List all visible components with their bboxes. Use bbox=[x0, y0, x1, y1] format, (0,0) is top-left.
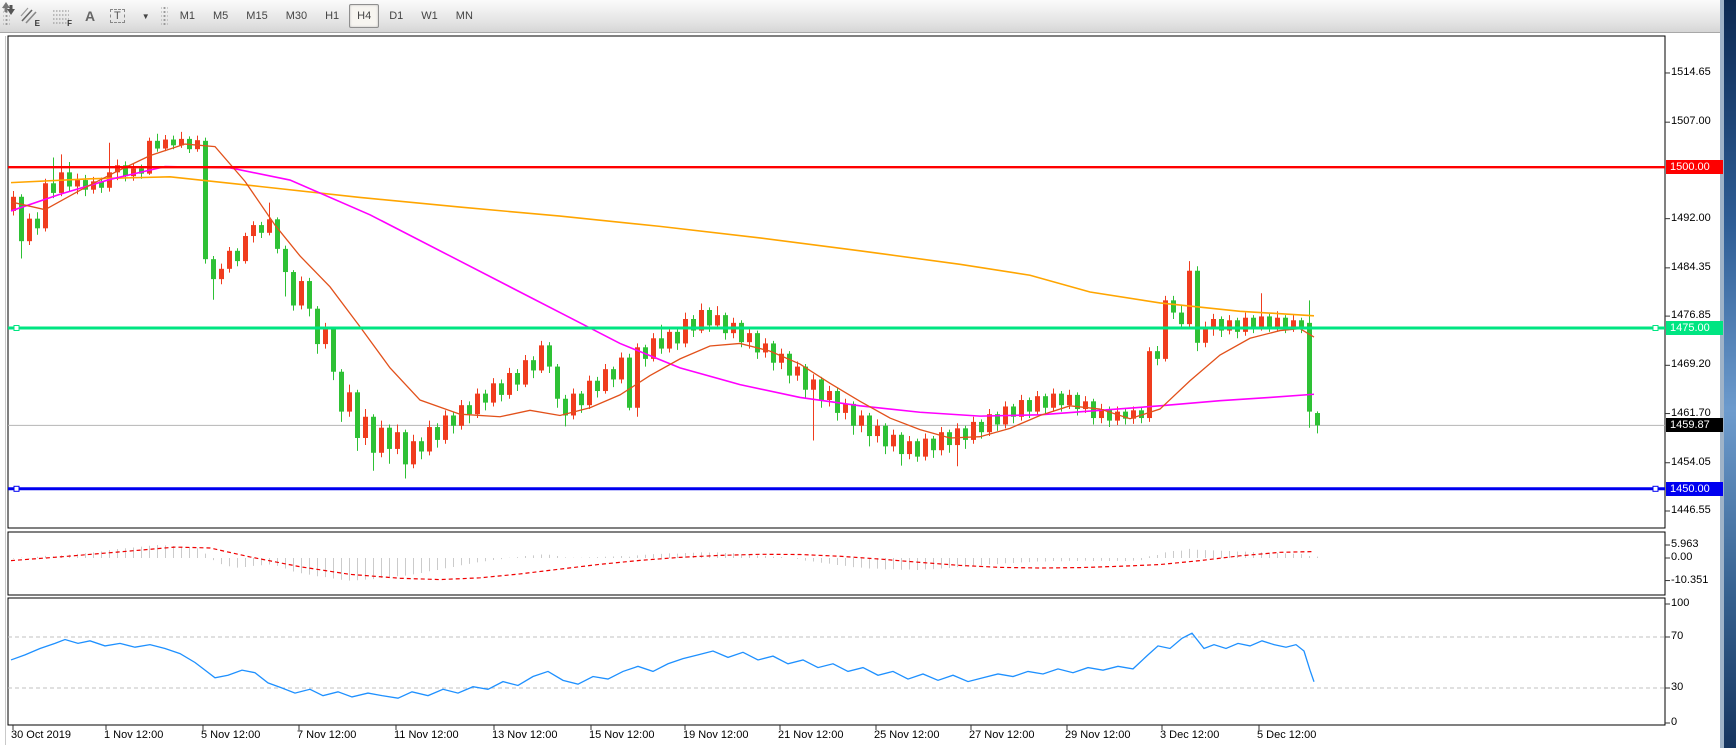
level-price-chip: 1450.00 bbox=[1666, 481, 1723, 496]
rsi-tick: 100 bbox=[1671, 597, 1690, 609]
line-studies-icon[interactable]: E bbox=[14, 4, 44, 28]
time-tick: 13 Nov 12:00 bbox=[492, 729, 558, 741]
macd-panel[interactable] bbox=[7, 531, 1666, 596]
timeframe-button-H1[interactable]: H1 bbox=[325, 10, 340, 22]
toolbar: E F A T ▼ bbox=[0, 0, 1720, 33]
timeframe-button-M1[interactable]: M1 bbox=[179, 10, 196, 22]
rsi-tick: 30 bbox=[1671, 681, 1684, 693]
time-tick: 5 Nov 12:00 bbox=[201, 729, 261, 741]
line-handle[interactable] bbox=[1652, 485, 1659, 492]
time-tick: 3 Dec 12:00 bbox=[1160, 729, 1220, 741]
time-tick: 5 Dec 12:00 bbox=[1257, 729, 1317, 741]
rsi-line bbox=[10, 632, 1315, 699]
label-tool-icon[interactable]: T bbox=[104, 4, 131, 28]
time-tick: 11 Nov 12:00 bbox=[394, 729, 459, 741]
time-tick: 25 Nov 12:00 bbox=[874, 729, 940, 741]
macd-histogram bbox=[13, 545, 1318, 581]
time-tick: 1 Nov 12:00 bbox=[104, 729, 164, 741]
timeframe-button-H4[interactable]: H4 bbox=[349, 4, 380, 28]
ma-red-line bbox=[10, 143, 1315, 439]
main-panel[interactable] bbox=[7, 35, 1666, 529]
rsi-tick: 0 bbox=[1671, 716, 1678, 728]
timeframe-button-MN[interactable]: MN bbox=[455, 10, 473, 22]
macd-tick: 5.963 bbox=[1671, 538, 1699, 550]
time-tick: 29 Nov 12:00 bbox=[1065, 729, 1131, 741]
dotted-grid-icon bbox=[53, 10, 69, 24]
toolbar-grip2[interactable] bbox=[160, 5, 168, 27]
time-tick: 15 Nov 12:00 bbox=[589, 729, 655, 741]
line-handle[interactable] bbox=[13, 325, 20, 331]
level-price-chip: 1500.00 bbox=[1666, 160, 1723, 175]
macd-tick: -10.351 bbox=[1671, 573, 1709, 586]
time-tick: 30 Oct 2019 bbox=[11, 729, 71, 741]
arrows-icon bbox=[2, 2, 15, 15]
price-tick: 1476.85 bbox=[1671, 309, 1711, 322]
diagonal-lines-icon bbox=[20, 7, 37, 24]
ma-orange-line bbox=[10, 176, 1315, 317]
grid-icon[interactable]: F bbox=[46, 4, 76, 28]
dropdown-caret-icon: ▼ bbox=[141, 11, 150, 21]
timeframe-button-M5[interactable]: M5 bbox=[213, 10, 229, 22]
price-tick: 1446.55 bbox=[1671, 503, 1711, 516]
time-tick: 7 Nov 12:00 bbox=[297, 729, 357, 741]
timeframe-button-D1[interactable]: D1 bbox=[389, 10, 404, 22]
price-tick: 1492.00 bbox=[1671, 211, 1711, 224]
price-tick: 1454.05 bbox=[1671, 455, 1711, 468]
time-tick: 27 Nov 12:00 bbox=[969, 729, 1035, 741]
macd-tick: 0.00 bbox=[1671, 551, 1693, 563]
timeframe-button-W1[interactable]: W1 bbox=[421, 10, 438, 22]
timeframe-buttons: M1 M5 M15 M30 H1 H4 D1 W1 MN bbox=[171, 4, 482, 28]
timeframe-button-M15[interactable]: M15 bbox=[246, 10, 268, 22]
level-price-chip: 1475.00 bbox=[1666, 321, 1723, 335]
price-tick: 1514.65 bbox=[1671, 65, 1711, 78]
rsi-panel[interactable] bbox=[7, 597, 1666, 726]
rsi-tick: 70 bbox=[1671, 630, 1684, 642]
text-tool-icon[interactable]: A bbox=[84, 8, 96, 24]
timeframe-button-M30[interactable]: M30 bbox=[285, 10, 308, 22]
price-tick: 1469.20 bbox=[1671, 358, 1711, 371]
line-handle[interactable] bbox=[1652, 325, 1659, 331]
price-tick: 1484.35 bbox=[1671, 260, 1711, 273]
price-tick: 1507.00 bbox=[1671, 115, 1711, 128]
price-tick: 1461.70 bbox=[1671, 406, 1711, 419]
arrows-tool-icon[interactable]: ▼ bbox=[2, 2, 157, 28]
macd-signal-line bbox=[10, 546, 1315, 581]
time-tick: 21 Nov 12:00 bbox=[778, 729, 844, 741]
time-tick: 19 Nov 12:00 bbox=[683, 729, 749, 741]
bid-price-chip: 1459.87 bbox=[1666, 418, 1723, 433]
toolbar-grip[interactable] bbox=[3, 5, 10, 27]
line-handle[interactable] bbox=[13, 485, 20, 492]
